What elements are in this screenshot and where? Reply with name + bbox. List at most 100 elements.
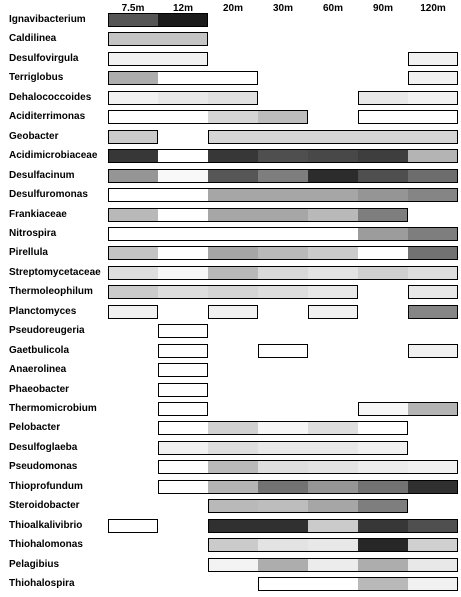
row-label: Pirellula [9, 247, 48, 259]
heatmap-cell [208, 246, 258, 261]
row-label: Thermomicrobium [9, 403, 97, 414]
cell-group-frame [408, 304, 458, 319]
heatmap-cell [308, 207, 358, 222]
cell-group-frame [158, 382, 208, 397]
heatmap-cell [158, 382, 208, 397]
heatmap-cell [108, 285, 158, 300]
heatmap-cell [308, 149, 358, 164]
heatmap-cell [108, 90, 158, 105]
cell-group-frame [108, 518, 158, 533]
heatmap-cell [408, 285, 458, 300]
heatmap-cell [358, 90, 408, 105]
cell-group-frame [358, 402, 458, 416]
heatmap-cell [158, 90, 208, 105]
row-label: Dehalococcoides [9, 91, 92, 103]
heatmap-cell [208, 460, 258, 475]
cell-group-frame [358, 90, 458, 105]
heatmap-cell [308, 188, 358, 203]
cell-group-frame [108, 51, 208, 66]
heatmap-cell [158, 285, 208, 300]
cell-group-frame [108, 285, 358, 300]
heatmap-cell [208, 421, 258, 436]
row-label: Steroidobacter [9, 500, 80, 512]
heatmap-cell [158, 343, 208, 358]
heatmap-cell [208, 129, 258, 144]
heatmap-cell [158, 402, 208, 416]
row-label: Planctomyces [9, 305, 77, 317]
heatmap-cell [208, 71, 258, 86]
heatmap-cell [108, 110, 158, 125]
heatmap-cell [308, 518, 358, 533]
heatmap-cell [258, 440, 308, 455]
heatmap-cell [408, 557, 458, 572]
row-label: Aciditerrimonas [9, 111, 86, 123]
cell-group-frame [408, 285, 458, 300]
row-label: Acidimicrobiaceae [9, 150, 98, 162]
heatmap-cell [258, 518, 308, 533]
cell-group-frame [208, 518, 458, 533]
cell-group-frame [108, 265, 458, 280]
row-label: Thiohalomonas [9, 539, 83, 551]
heatmap-cell [158, 324, 208, 339]
heatmap-cell [258, 479, 308, 494]
heatmap-cell [208, 285, 258, 300]
heatmap-cell [308, 460, 358, 475]
heatmap-cell [358, 168, 408, 183]
cell-group-frame [108, 226, 458, 241]
row-label: Thioprofundum [9, 480, 83, 492]
heatmap-cell [308, 168, 358, 183]
row-label: Thermoleophilum [9, 286, 93, 298]
heatmap-cell [258, 129, 308, 144]
cell-group-frame [208, 129, 458, 144]
heatmap-cell [158, 207, 208, 222]
cell-group-frame [158, 421, 408, 436]
row-label: Pseudomonas [9, 461, 78, 473]
cell-group-frame [258, 577, 458, 592]
heatmap-cell [158, 363, 208, 378]
heatmap-cell [308, 226, 358, 241]
heatmap-cell [408, 71, 458, 86]
cell-group-frame [258, 343, 308, 358]
heatmap-cell [408, 304, 458, 319]
heatmap-cell [358, 518, 408, 533]
heatmap-cell [258, 265, 308, 280]
heatmap-cell [208, 90, 258, 105]
heatmap-cell [158, 421, 208, 436]
row-label: Desulfovirgula [9, 52, 79, 64]
heatmap-cell [108, 168, 158, 183]
heatmap-cell [258, 168, 308, 183]
heatmap-cell [158, 149, 208, 164]
heatmap-cell [308, 538, 358, 553]
heatmap-cell [108, 149, 158, 164]
cell-group-frame [108, 110, 308, 125]
cell-group-frame [408, 71, 458, 86]
cell-group-frame [158, 343, 208, 358]
cell-group-frame [108, 246, 458, 261]
row-label: Anaerolinea [9, 364, 67, 376]
cell-group-frame [158, 402, 208, 416]
cell-group-frame [108, 188, 458, 203]
heatmap-cell [358, 538, 408, 553]
heatmap-cell [308, 246, 358, 261]
heatmap-cell [258, 577, 308, 592]
heatmap-cell [308, 479, 358, 494]
heatmap-cell [258, 188, 308, 203]
row-label: Ignavibacterium [9, 14, 86, 25]
heatmap-cell [258, 421, 308, 436]
heatmap-cell [308, 285, 358, 300]
heatmap-cell [408, 129, 458, 144]
column-header: 7.5m [121, 3, 145, 14]
heatmap-cell [408, 402, 458, 416]
heatmap-cell [258, 557, 308, 572]
heatmap-cell [208, 207, 258, 222]
cell-group-frame [158, 440, 408, 455]
row-label: Desulfoglaeba [9, 441, 78, 453]
heatmap-cell [358, 110, 408, 125]
heatmap-cell [408, 188, 458, 203]
heatmap-cell [408, 149, 458, 164]
heatmap-cell [158, 13, 208, 27]
heatmap-cell [408, 110, 458, 125]
row-label: Pelobacter [9, 422, 61, 434]
heatmap-cell [258, 538, 308, 553]
